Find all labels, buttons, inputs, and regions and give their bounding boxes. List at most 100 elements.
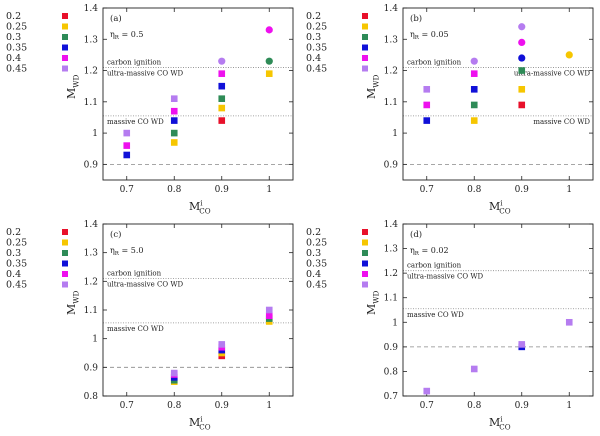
y-tick-label: 1.4 bbox=[84, 4, 99, 14]
x-tick-label: 1 bbox=[266, 185, 272, 195]
x-tick-label: 0.8 bbox=[467, 401, 482, 411]
plot-frame bbox=[402, 223, 594, 397]
legend-label: 0.45 bbox=[6, 280, 27, 291]
data-point bbox=[518, 38, 526, 47]
panel-d: 0.20.250.30.350.40.45 carbon ignition ultr… bbox=[306, 220, 594, 432]
legend-label: 0.25 bbox=[306, 22, 327, 33]
legend-label: 0.35 bbox=[6, 259, 27, 270]
y-tick-label: 1.3 bbox=[84, 249, 99, 259]
y-tick-label: 1.3 bbox=[384, 35, 399, 45]
panel-a: 0.20.250.30.350.40.45 carbon ignition ultr… bbox=[6, 4, 294, 215]
data-point bbox=[470, 57, 478, 65]
x-tick-label: 0.9 bbox=[215, 401, 230, 411]
x-tick-label: 0.8 bbox=[467, 185, 482, 195]
y-axis-label: MWD bbox=[65, 290, 80, 315]
y-tick-label: 1.1 bbox=[384, 294, 398, 304]
x-tick-label: 1 bbox=[266, 401, 272, 411]
data-point bbox=[218, 57, 226, 65]
legend-label: 0.3 bbox=[306, 32, 321, 43]
legend-label: 0.45 bbox=[306, 64, 327, 75]
x-tick-label: 0.9 bbox=[515, 185, 530, 195]
data-point bbox=[218, 70, 226, 77]
data-point bbox=[470, 117, 478, 124]
x-tick-label: 0.8 bbox=[167, 185, 182, 195]
data-point bbox=[423, 101, 431, 109]
y-tick-label: 0.8 bbox=[384, 367, 399, 377]
y-tick-label: 1.4 bbox=[384, 220, 399, 230]
data-point bbox=[518, 67, 526, 74]
y-tick-label: 0.9 bbox=[84, 160, 99, 170]
x-axis-label: Mi CO bbox=[189, 415, 211, 432]
y-tick-label: 1.1 bbox=[84, 98, 98, 108]
legend-label: 0.45 bbox=[6, 64, 27, 75]
panel-label: (c) bbox=[110, 229, 121, 240]
data-point bbox=[170, 95, 178, 102]
eta-label: ηR = 0.02 bbox=[410, 246, 449, 257]
legend-marker bbox=[362, 13, 368, 19]
x-tick-label: 0.7 bbox=[120, 185, 135, 195]
x-tick-label: 0.7 bbox=[420, 401, 435, 411]
data-point bbox=[518, 54, 526, 62]
x-tick-label: 0.9 bbox=[515, 401, 530, 411]
legend-label: 0.4 bbox=[306, 53, 321, 64]
eta-label: ηR = 0.5 bbox=[110, 30, 143, 41]
legend-label: 0.25 bbox=[6, 22, 27, 33]
y-tick-label: 1 bbox=[392, 129, 398, 139]
data-point bbox=[170, 369, 178, 377]
legend-marker bbox=[62, 229, 68, 235]
legend-marker bbox=[362, 250, 368, 256]
data-point bbox=[123, 129, 131, 137]
data-point bbox=[170, 107, 178, 115]
legend-marker bbox=[62, 260, 68, 267]
y-tick-label: 1.1 bbox=[384, 98, 398, 108]
y-axis-label: MWD bbox=[365, 74, 380, 99]
legend-marker bbox=[362, 65, 368, 72]
x-tick-label: 0.7 bbox=[120, 401, 135, 411]
plot-frame bbox=[102, 7, 294, 181]
data-point bbox=[565, 318, 573, 326]
legend-label: 0.4 bbox=[6, 53, 21, 64]
reference-label: massive CO WD bbox=[107, 325, 164, 333]
y-axis-label: MWD bbox=[365, 290, 380, 315]
y-tick-label: 1.4 bbox=[84, 220, 99, 230]
legend-marker bbox=[62, 239, 68, 246]
legend-marker bbox=[62, 271, 68, 277]
panel-label: (a) bbox=[110, 13, 122, 24]
reference-label: massive CO WD bbox=[407, 311, 464, 319]
data-point bbox=[470, 70, 478, 77]
panel-label: (d) bbox=[410, 229, 422, 240]
data-point bbox=[265, 26, 273, 34]
data-point bbox=[518, 101, 526, 109]
data-point bbox=[470, 86, 478, 93]
data-point bbox=[218, 82, 226, 90]
data-point bbox=[565, 51, 573, 59]
legend-marker bbox=[62, 34, 68, 40]
y-tick-label: 1.3 bbox=[84, 35, 99, 45]
legend-marker bbox=[62, 250, 68, 256]
reference-label: ultra-massive CO WD bbox=[514, 69, 591, 77]
legend-marker bbox=[362, 23, 368, 30]
y-tick-label: 1.4 bbox=[384, 4, 399, 14]
legend-marker bbox=[62, 281, 68, 288]
legend-marker bbox=[362, 229, 368, 235]
data-point bbox=[265, 312, 273, 320]
panel-c: 0.20.250.30.350.40.45 carbon ignition ultr… bbox=[6, 220, 294, 432]
data-point bbox=[170, 129, 178, 137]
reference-label: carbon ignition bbox=[107, 58, 162, 66]
data-point bbox=[218, 95, 226, 102]
legend-marker bbox=[362, 281, 368, 288]
legend-label: 0.2 bbox=[6, 11, 21, 22]
x-axis-label: Mi CO bbox=[489, 415, 511, 432]
data-point bbox=[170, 117, 178, 124]
data-point bbox=[518, 23, 526, 31]
y-axis-label: MWD bbox=[65, 74, 80, 99]
legend-label: 0.45 bbox=[306, 280, 327, 291]
reference-label: carbon ignition bbox=[407, 262, 462, 270]
data-point bbox=[423, 117, 431, 124]
y-tick-label: 1 bbox=[92, 129, 98, 139]
legend-marker bbox=[62, 23, 68, 30]
data-point bbox=[265, 57, 273, 65]
legend-marker bbox=[62, 44, 68, 51]
legend-label: 0.3 bbox=[6, 248, 21, 259]
y-tick-label: 1.2 bbox=[384, 67, 398, 77]
